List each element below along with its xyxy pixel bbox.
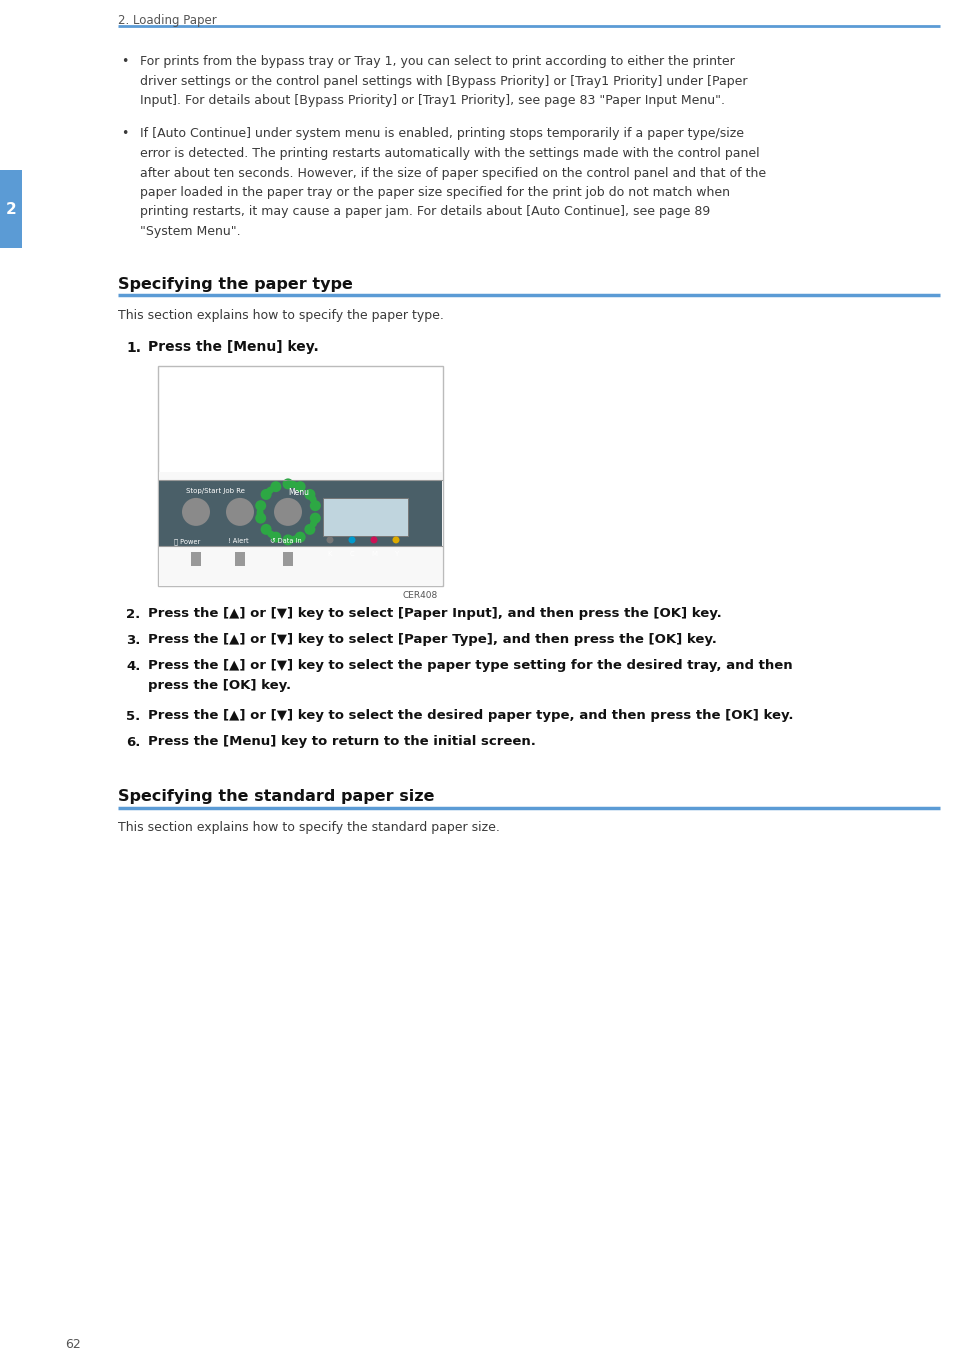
Text: For prints from the bypass tray or Tray 1, you can select to print according to : For prints from the bypass tray or Tray … [140,54,735,68]
Text: 2.: 2. [126,608,140,620]
Circle shape [255,500,267,511]
Bar [235,552,245,566]
Text: Press the [Menu] key to return to the initial screen.: Press the [Menu] key to return to the in… [148,736,536,748]
Bar [283,552,293,566]
Circle shape [304,490,316,500]
Text: 3.: 3. [126,634,140,646]
Text: 62: 62 [65,1338,81,1350]
Text: Y: Y [394,551,398,556]
Text: Press the [▲] or [▼] key to select [Paper Type], and then press the [OK] key.: Press the [▲] or [▼] key to select [Pape… [148,634,717,646]
Text: CER408: CER408 [403,590,438,600]
Circle shape [261,490,271,500]
Text: driver settings or the control panel settings with [Bypass Priority] or [Tray1 P: driver settings or the control panel set… [140,75,747,87]
Text: Press the [▲] or [▼] key to select [Paper Input], and then press the [OK] key.: Press the [▲] or [▼] key to select [Pape… [148,608,722,620]
Circle shape [274,498,302,526]
Text: 2: 2 [6,201,16,216]
Text: If [Auto Continue] under system menu is enabled, printing stops temporarily if a: If [Auto Continue] under system menu is … [140,128,744,140]
Bar [158,366,443,586]
Text: Menu: Menu [288,488,309,496]
Text: 2. Loading Paper: 2. Loading Paper [118,14,217,27]
Circle shape [326,536,334,544]
Text: Press the [▲] or [▼] key to select the paper type setting for the desired tray, : Press the [▲] or [▼] key to select the p… [148,660,793,672]
Circle shape [348,536,356,544]
Circle shape [261,524,271,534]
Bar [159,472,442,585]
Text: 6.: 6. [126,736,140,748]
Circle shape [310,513,321,524]
Text: ⓨ Power: ⓨ Power [174,539,200,544]
Bar [159,480,442,545]
Text: press the [OK] key.: press the [OK] key. [148,680,292,692]
Circle shape [392,536,400,544]
Text: "System Menu".: "System Menu". [140,224,241,238]
Text: •: • [121,128,129,140]
Bar [159,548,442,586]
Text: after about ten seconds. However, if the size of paper specified on the control : after about ten seconds. However, if the… [140,166,766,180]
Circle shape [255,513,267,524]
Circle shape [304,524,316,534]
Text: This section explains how to specify the paper type.: This section explains how to specify the… [118,309,444,321]
Circle shape [283,534,293,545]
Circle shape [294,481,306,492]
Text: Input]. For details about [Bypass Priority] or [Tray1 Priority], see page 83 "Pa: Input]. For details about [Bypass Priori… [140,94,725,107]
Circle shape [182,498,210,526]
Circle shape [370,536,378,544]
Text: Stop/Start Job Re: Stop/Start Job Re [186,488,245,494]
Bar [191,552,201,566]
Text: error is detected. The printing restarts automatically with the settings made wi: error is detected. The printing restarts… [140,147,760,160]
Text: 4.: 4. [126,660,140,672]
Text: ! Alert: ! Alert [228,539,248,544]
Text: ↺ Data In: ↺ Data In [270,539,302,544]
Text: Specifying the standard paper size: Specifying the standard paper size [118,790,434,805]
Text: 5.: 5. [126,710,140,722]
Text: 1.: 1. [126,340,141,355]
Circle shape [283,479,293,490]
Circle shape [270,532,281,543]
Text: M: M [371,551,377,556]
Circle shape [310,500,321,511]
Circle shape [270,481,281,492]
Text: •: • [121,54,129,68]
Bar [0,170,22,248]
Text: K: K [328,551,332,556]
Text: C: C [350,551,355,556]
Circle shape [226,498,254,526]
Bar [323,498,408,536]
Text: paper loaded in the paper tray or the paper size specified for the print job do : paper loaded in the paper tray or the pa… [140,186,730,199]
Text: Press the [▲] or [▼] key to select the desired paper type, and then press the [O: Press the [▲] or [▼] key to select the d… [148,710,793,722]
Text: This section explains how to specify the standard paper size.: This section explains how to specify the… [118,821,500,835]
Text: printing restarts, it may cause a paper jam. For details about [Auto Continue], : printing restarts, it may cause a paper … [140,205,711,219]
Text: Specifying the paper type: Specifying the paper type [118,276,353,291]
Circle shape [294,532,306,543]
Text: Press the [Menu] key.: Press the [Menu] key. [148,340,318,355]
